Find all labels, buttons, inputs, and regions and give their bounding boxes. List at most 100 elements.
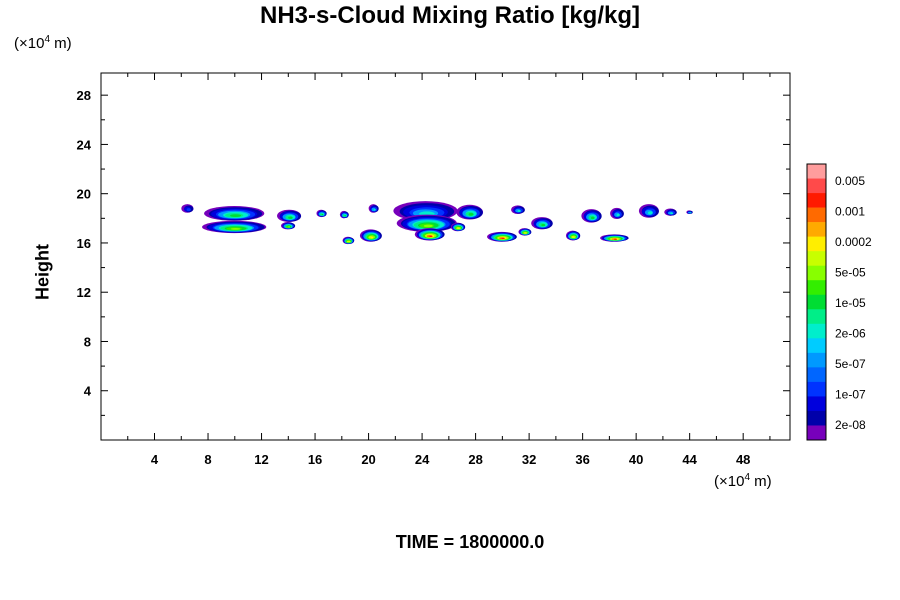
colorbar-label: 0.001 bbox=[835, 205, 865, 219]
cloud-blob bbox=[610, 207, 624, 219]
x-tick-label: 36 bbox=[575, 452, 589, 467]
y-tick-label: 20 bbox=[77, 187, 91, 202]
colorbar-label: 5e-05 bbox=[835, 266, 866, 280]
colorbar-swatch bbox=[807, 367, 826, 383]
cloud-contour bbox=[614, 238, 618, 240]
colorbar-swatch bbox=[807, 236, 826, 252]
y-tick-label: 4 bbox=[84, 384, 92, 399]
time-label: TIME = 1800000.0 bbox=[395, 532, 545, 552]
colorbar-swatch bbox=[807, 265, 826, 281]
colorbar-label: 2e-08 bbox=[835, 418, 866, 432]
cloud-contour bbox=[468, 213, 474, 216]
cloud-contour bbox=[523, 232, 526, 234]
x-tick-label: 48 bbox=[736, 452, 750, 467]
cloud-blob bbox=[204, 206, 265, 221]
colorbar: 0.005 0.001 0.0002 5e-05 1e-05 2e-06 5e-07 1e-0… bbox=[806, 163, 872, 441]
colorbar-label: 1e-05 bbox=[835, 296, 866, 310]
x-tick-label: 40 bbox=[629, 452, 643, 467]
colorbar-label: 0.005 bbox=[835, 174, 865, 188]
chart-title: NH3-s-Cloud Mixing Ratio [kg/kg] bbox=[260, 2, 640, 29]
cloud-contour bbox=[423, 224, 433, 228]
cloud-blob bbox=[487, 231, 517, 242]
x-axis-unit: (×104 m) bbox=[714, 472, 772, 490]
cloud-contour bbox=[501, 237, 505, 239]
cloud-blob bbox=[339, 210, 349, 219]
cloud-contour bbox=[342, 214, 346, 217]
cloud-contour bbox=[541, 223, 546, 227]
cloud-blob bbox=[511, 205, 525, 215]
y-axis: 4 8 12 16 20 24 28 bbox=[77, 88, 790, 416]
x-tick-label: 8 bbox=[204, 452, 211, 467]
colorbar-label: 5e-07 bbox=[835, 357, 866, 371]
colorbar-frame bbox=[806, 163, 827, 441]
colorbar-swatch bbox=[807, 294, 826, 310]
colorbar-swatch bbox=[807, 323, 826, 339]
colorbar-swatch bbox=[807, 338, 826, 354]
cloud-blob bbox=[276, 209, 302, 223]
cloud-blob bbox=[456, 204, 484, 220]
x-tick-label: 16 bbox=[308, 452, 322, 467]
cloud-contour bbox=[370, 236, 374, 239]
cloud-blob bbox=[396, 214, 457, 232]
cloud-contour bbox=[458, 227, 460, 229]
colorbar-label: 2e-06 bbox=[835, 327, 866, 341]
colorbar-swatch bbox=[807, 352, 826, 368]
cloud-blob bbox=[450, 222, 466, 232]
y-tick-label: 8 bbox=[84, 334, 91, 349]
cloud-blob bbox=[531, 217, 553, 230]
cloud-contour bbox=[616, 213, 620, 217]
cloud-contour bbox=[344, 215, 347, 217]
colorbar-swatch bbox=[807, 396, 826, 412]
cloud-contour bbox=[647, 211, 653, 215]
cloud-blob bbox=[565, 230, 581, 241]
cloud-contour bbox=[573, 236, 575, 238]
cloud-contour bbox=[348, 241, 351, 243]
x-tick-label: 24 bbox=[415, 452, 430, 467]
cloud-contour bbox=[429, 235, 433, 238]
y-tick-label: 16 bbox=[77, 236, 91, 251]
cloud-blob bbox=[638, 204, 659, 218]
x-tick-label: 12 bbox=[254, 452, 268, 467]
cloud-contour bbox=[525, 232, 527, 234]
cloud-blob bbox=[686, 210, 693, 215]
colorbar-swatch bbox=[807, 207, 826, 223]
colorbar-label: 1e-07 bbox=[835, 388, 866, 402]
cloud-blob bbox=[281, 222, 296, 230]
cloud-blob bbox=[181, 204, 194, 213]
x-axis: 4 8 12 16 20 24 28 32 36 40 44 48 bbox=[127, 73, 771, 467]
cloud-contour bbox=[571, 235, 575, 239]
colorbar-swatch bbox=[807, 280, 826, 296]
colorbar-swatch bbox=[807, 222, 826, 237]
cloud-contour bbox=[229, 214, 242, 218]
cloud-contour bbox=[288, 226, 291, 228]
cloud-contour bbox=[186, 208, 191, 212]
cloud-blob bbox=[414, 228, 445, 241]
plot-frame bbox=[100, 72, 791, 441]
colorbar-swatch bbox=[807, 251, 826, 266]
x-tick-label: 4 bbox=[151, 452, 159, 467]
cloud-blob bbox=[359, 229, 382, 242]
cloud-blob bbox=[342, 236, 355, 245]
cloud-blob bbox=[316, 209, 327, 218]
cloud-contour bbox=[517, 209, 521, 213]
cloud-contour bbox=[670, 212, 674, 215]
x-tick-label: 32 bbox=[522, 452, 536, 467]
cloud-contour bbox=[288, 216, 293, 219]
y-tick-label: 24 bbox=[77, 137, 92, 152]
y-axis-unit: (×104 m) bbox=[14, 34, 72, 52]
cloud-blob bbox=[202, 220, 267, 234]
colorbar-swatch bbox=[807, 193, 826, 208]
cloud-blob bbox=[664, 208, 677, 216]
colorbar-swatch bbox=[807, 425, 826, 441]
colorbar-swatch bbox=[807, 178, 826, 194]
cloud-blob bbox=[581, 209, 602, 223]
cloud-field bbox=[181, 201, 693, 245]
cloud-contour bbox=[689, 212, 692, 214]
y-tick-label: 12 bbox=[77, 285, 91, 300]
colorbar-swatch bbox=[807, 309, 826, 325]
cloud-blob bbox=[368, 204, 379, 213]
colorbar-swatch bbox=[807, 410, 826, 426]
cloud-contour bbox=[230, 227, 241, 230]
colorbar-label: 0.0002 bbox=[835, 235, 872, 249]
